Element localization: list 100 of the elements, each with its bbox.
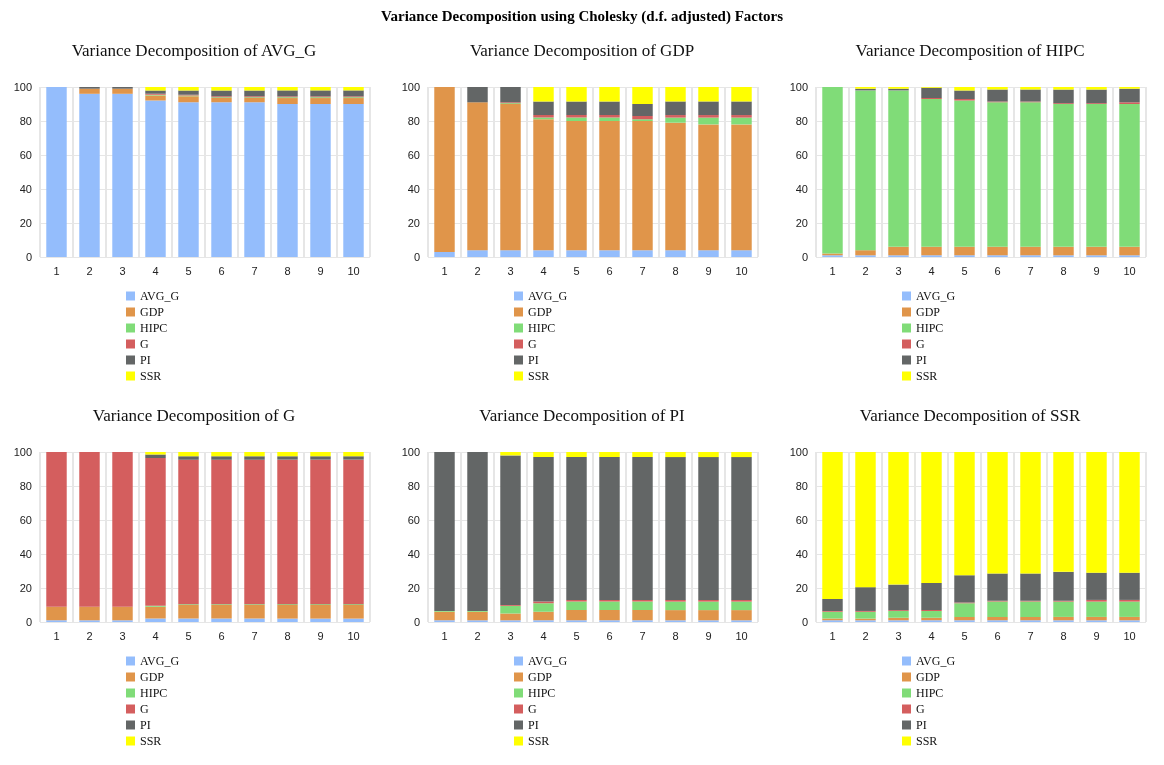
y-tick-label: 60: [19, 514, 32, 526]
chart-title: Variance Decomposition of SSR: [859, 406, 1081, 425]
legend-label: AVG_G: [916, 654, 956, 668]
y-tick-label: 80: [407, 115, 420, 127]
x-tick-label: 8: [284, 629, 291, 642]
x-tick-label: 8: [672, 629, 679, 642]
y-tick-label: 0: [801, 251, 808, 263]
legend-label: HIPC: [916, 686, 944, 700]
y-tick-label: 0: [25, 616, 32, 628]
x-tick-label: 10: [1123, 264, 1136, 277]
x-tick-label: 2: [86, 629, 93, 642]
legend-label: PI: [916, 353, 927, 367]
x-tick-label: 8: [1060, 629, 1067, 642]
x-tick-label: 1: [441, 629, 448, 642]
x-tick-label: 7: [251, 264, 258, 277]
legend-label: PI: [140, 353, 151, 367]
x-tick-label: 2: [862, 629, 869, 642]
legend-label: SSR: [140, 369, 162, 383]
legend-label: HIPC: [140, 686, 168, 700]
x-tick-label: 2: [86, 264, 93, 277]
legend-label: G: [916, 702, 925, 716]
x-tick-label: 1: [441, 264, 448, 277]
x-tick-label: 9: [705, 629, 712, 642]
legend-label: GDP: [528, 305, 553, 319]
y-tick-label: 100: [789, 81, 808, 93]
y-tick-label: 100: [401, 446, 420, 458]
y-tick-label: 60: [19, 149, 32, 161]
x-tick-label: 3: [507, 264, 514, 277]
y-tick-label: 100: [13, 446, 32, 458]
x-tick-label: 9: [317, 629, 324, 642]
y-tick-label: 100: [401, 81, 420, 93]
y-tick-label: 40: [407, 183, 420, 195]
legend-label: PI: [140, 718, 151, 732]
y-tick-label: 0: [801, 616, 808, 628]
x-tick-label: 3: [895, 264, 902, 277]
y-tick-label: 40: [795, 183, 808, 195]
x-tick-label: 8: [1060, 264, 1067, 277]
x-tick-label: 6: [218, 629, 225, 642]
x-tick-label: 3: [119, 629, 126, 642]
x-tick-label: 9: [1093, 629, 1100, 642]
y-tick-label: 40: [407, 548, 420, 560]
y-tick-label: 60: [795, 149, 808, 161]
x-tick-label: 4: [152, 629, 159, 642]
legend-label: SSR: [140, 734, 162, 748]
x-tick-label: 9: [317, 264, 324, 277]
x-tick-label: 5: [573, 629, 580, 642]
x-tick-label: 8: [672, 264, 679, 277]
y-tick-label: 60: [795, 514, 808, 526]
x-tick-label: 1: [53, 629, 60, 642]
legend-label: G: [140, 337, 149, 351]
x-tick-label: 1: [829, 629, 836, 642]
x-tick-label: 5: [573, 264, 580, 277]
x-tick-label: 9: [705, 264, 712, 277]
legend-label: G: [916, 337, 925, 351]
legend-label: GDP: [916, 305, 941, 319]
x-tick-label: 6: [218, 264, 225, 277]
y-tick-label: 80: [19, 115, 32, 127]
y-tick-label: 20: [795, 582, 808, 594]
x-tick-label: 10: [347, 629, 360, 642]
legend-label: GDP: [140, 670, 165, 684]
y-tick-label: 80: [795, 480, 808, 492]
y-tick-label: 60: [407, 514, 420, 526]
chart-title: Variance Decomposition of HIPC: [855, 41, 1085, 60]
x-tick-label: 4: [540, 264, 547, 277]
legend-label: AVG_G: [140, 654, 180, 668]
x-tick-label: 3: [119, 264, 126, 277]
chart-title: Variance Decomposition of GDP: [469, 41, 695, 60]
x-tick-label: 6: [606, 629, 613, 642]
y-tick-label: 0: [413, 251, 420, 263]
legend-label: HIPC: [528, 686, 556, 700]
x-tick-label: 2: [862, 264, 869, 277]
x-tick-label: 2: [474, 264, 481, 277]
legend-label: SSR: [528, 734, 550, 748]
legend-label: HIPC: [916, 321, 944, 335]
y-tick-label: 40: [19, 183, 32, 195]
legend-label: G: [528, 337, 537, 351]
x-tick-label: 6: [994, 629, 1001, 642]
y-tick-label: 20: [795, 217, 808, 229]
x-tick-label: 5: [185, 629, 192, 642]
y-tick-label: 100: [13, 81, 32, 93]
legend-label: HIPC: [140, 321, 168, 335]
y-tick-label: 100: [789, 446, 808, 458]
x-tick-label: 3: [507, 629, 514, 642]
legend-label: HIPC: [528, 321, 556, 335]
x-tick-label: 7: [639, 629, 646, 642]
x-tick-label: 4: [928, 629, 935, 642]
legend-label: G: [528, 702, 537, 716]
legend-label: AVG_G: [140, 289, 180, 303]
legend-label: G: [140, 702, 149, 716]
y-tick-label: 20: [19, 217, 32, 229]
x-tick-label: 8: [284, 264, 291, 277]
y-tick-label: 0: [413, 616, 420, 628]
x-tick-label: 1: [829, 264, 836, 277]
y-tick-label: 0: [25, 251, 32, 263]
x-tick-label: 6: [606, 264, 613, 277]
x-tick-label: 3: [895, 629, 902, 642]
x-tick-label: 10: [347, 264, 360, 277]
legend-label: SSR: [916, 369, 938, 383]
x-tick-label: 5: [185, 264, 192, 277]
legend-label: GDP: [528, 670, 553, 684]
